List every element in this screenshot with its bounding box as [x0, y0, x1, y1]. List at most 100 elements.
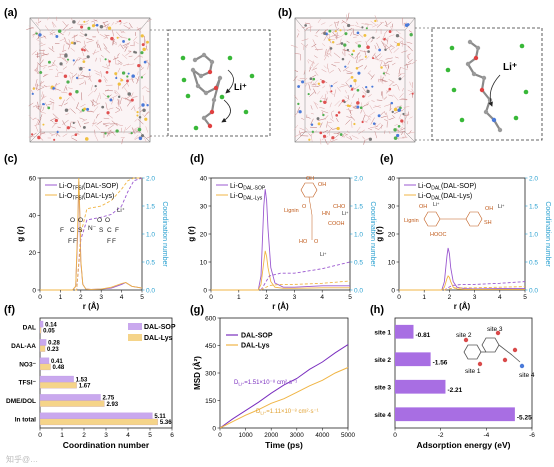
md-bond: [380, 115, 387, 118]
md-atom: [411, 92, 414, 95]
md-bond: [381, 34, 386, 41]
md-atom: [350, 76, 354, 79]
md-atom: [136, 110, 139, 114]
md-bond: [400, 127, 406, 131]
hop-arrow-b: [488, 74, 501, 107]
md-bond: [406, 63, 408, 69]
md-bond: [327, 124, 334, 131]
md-bond: [304, 82, 312, 84]
md-atom: [146, 40, 149, 44]
md-bond: [87, 90, 94, 97]
md-atom: [84, 33, 88, 37]
md-atom: [309, 77, 313, 81]
md-bond: [351, 135, 359, 139]
svg-text:OH: OH: [419, 204, 427, 210]
md-box-b: [290, 12, 418, 145]
bar: [395, 324, 414, 339]
md-bond: [380, 78, 388, 82]
md-bond: [393, 47, 399, 53]
li-ion: [243, 109, 249, 115]
md-atom: [353, 122, 356, 126]
md-bond: [96, 120, 103, 125]
md-bond: [49, 31, 56, 35]
md-bond: [399, 131, 406, 133]
md-bond: [334, 100, 340, 107]
md-atom: [364, 55, 367, 58]
md-bond: [120, 44, 124, 50]
mol-atom: [471, 71, 477, 77]
x-tick-label: 0: [397, 294, 401, 301]
md-atom: [297, 102, 300, 106]
md-bond: [364, 23, 373, 26]
md-bond: [363, 120, 368, 123]
md-bond: [362, 91, 367, 95]
md-bond: [83, 23, 89, 26]
md-bond: [294, 53, 300, 55]
md-bond: [347, 60, 351, 65]
md-bond: [308, 66, 312, 72]
md-bond: [332, 31, 337, 38]
md-bond: [123, 22, 128, 24]
md-atom: [66, 58, 69, 61]
md-bond: [100, 54, 104, 58]
bar-value-label: 2.75: [103, 396, 115, 402]
series-line-1: [211, 250, 350, 291]
md-bond: [61, 99, 65, 107]
md-bond: [117, 98, 119, 105]
md-bond: [310, 130, 318, 136]
md-bond: [39, 59, 44, 65]
md-bond: [62, 119, 69, 125]
md-bond: [38, 17, 40, 22]
md-bond: [42, 74, 47, 77]
md-bond: [134, 134, 139, 140]
md-bond: [146, 135, 152, 139]
md-bond: [79, 82, 85, 86]
md-bond: [356, 51, 361, 56]
y2-tick-label: 2.0: [529, 175, 538, 182]
x-tick-label: 2000: [264, 432, 279, 439]
md-bond: [392, 115, 396, 119]
y-tick-label: 600: [205, 315, 216, 322]
dal-sop-structure: OH OH Lignin O HN CHO Li⁺ COOH HO O Li⁺: [284, 176, 349, 258]
md-bond: [341, 134, 345, 138]
md-atom: [298, 110, 302, 114]
md-atom: [63, 74, 68, 78]
md-atom: [64, 108, 69, 112]
md-atom: [104, 58, 107, 61]
md-bond: [349, 135, 352, 140]
md-bond: [134, 119, 138, 122]
md-bond: [41, 91, 44, 98]
category-label: TFSI⁻: [18, 380, 36, 387]
md-atom: [126, 79, 129, 83]
md-bond: [326, 90, 328, 94]
mol-atom: [491, 117, 497, 123]
bar-value-label: -5.25: [517, 415, 532, 422]
md-atom: [87, 26, 91, 30]
category-label: DME/DOL: [6, 398, 36, 405]
md-atom: [366, 89, 370, 94]
md-atom: [52, 87, 56, 90]
md-bond: [44, 25, 50, 31]
li-ion: [227, 55, 233, 61]
md-bond: [112, 29, 114, 37]
md-bond: [78, 57, 82, 59]
md-atom: [115, 76, 118, 80]
svg-text:CHO: CHO: [333, 204, 346, 210]
md-bond: [319, 138, 322, 145]
li-ion: [523, 89, 529, 95]
md-bond: [35, 67, 38, 71]
md-bond: [294, 111, 299, 117]
md-bond: [345, 119, 351, 125]
md-atom: [346, 48, 350, 52]
md-bond: [131, 77, 134, 83]
svg-text:F: F: [60, 227, 64, 234]
y2-tick-label: 1.5: [146, 203, 155, 210]
md-bond: [372, 24, 379, 28]
md-bond: [66, 125, 68, 132]
mol-atom: [473, 55, 479, 61]
md-bond: [131, 92, 134, 98]
md-atom: [339, 133, 343, 136]
md-bond: [39, 65, 48, 68]
md-atom: [75, 76, 79, 79]
y2-tick-label: 1.0: [146, 231, 155, 238]
